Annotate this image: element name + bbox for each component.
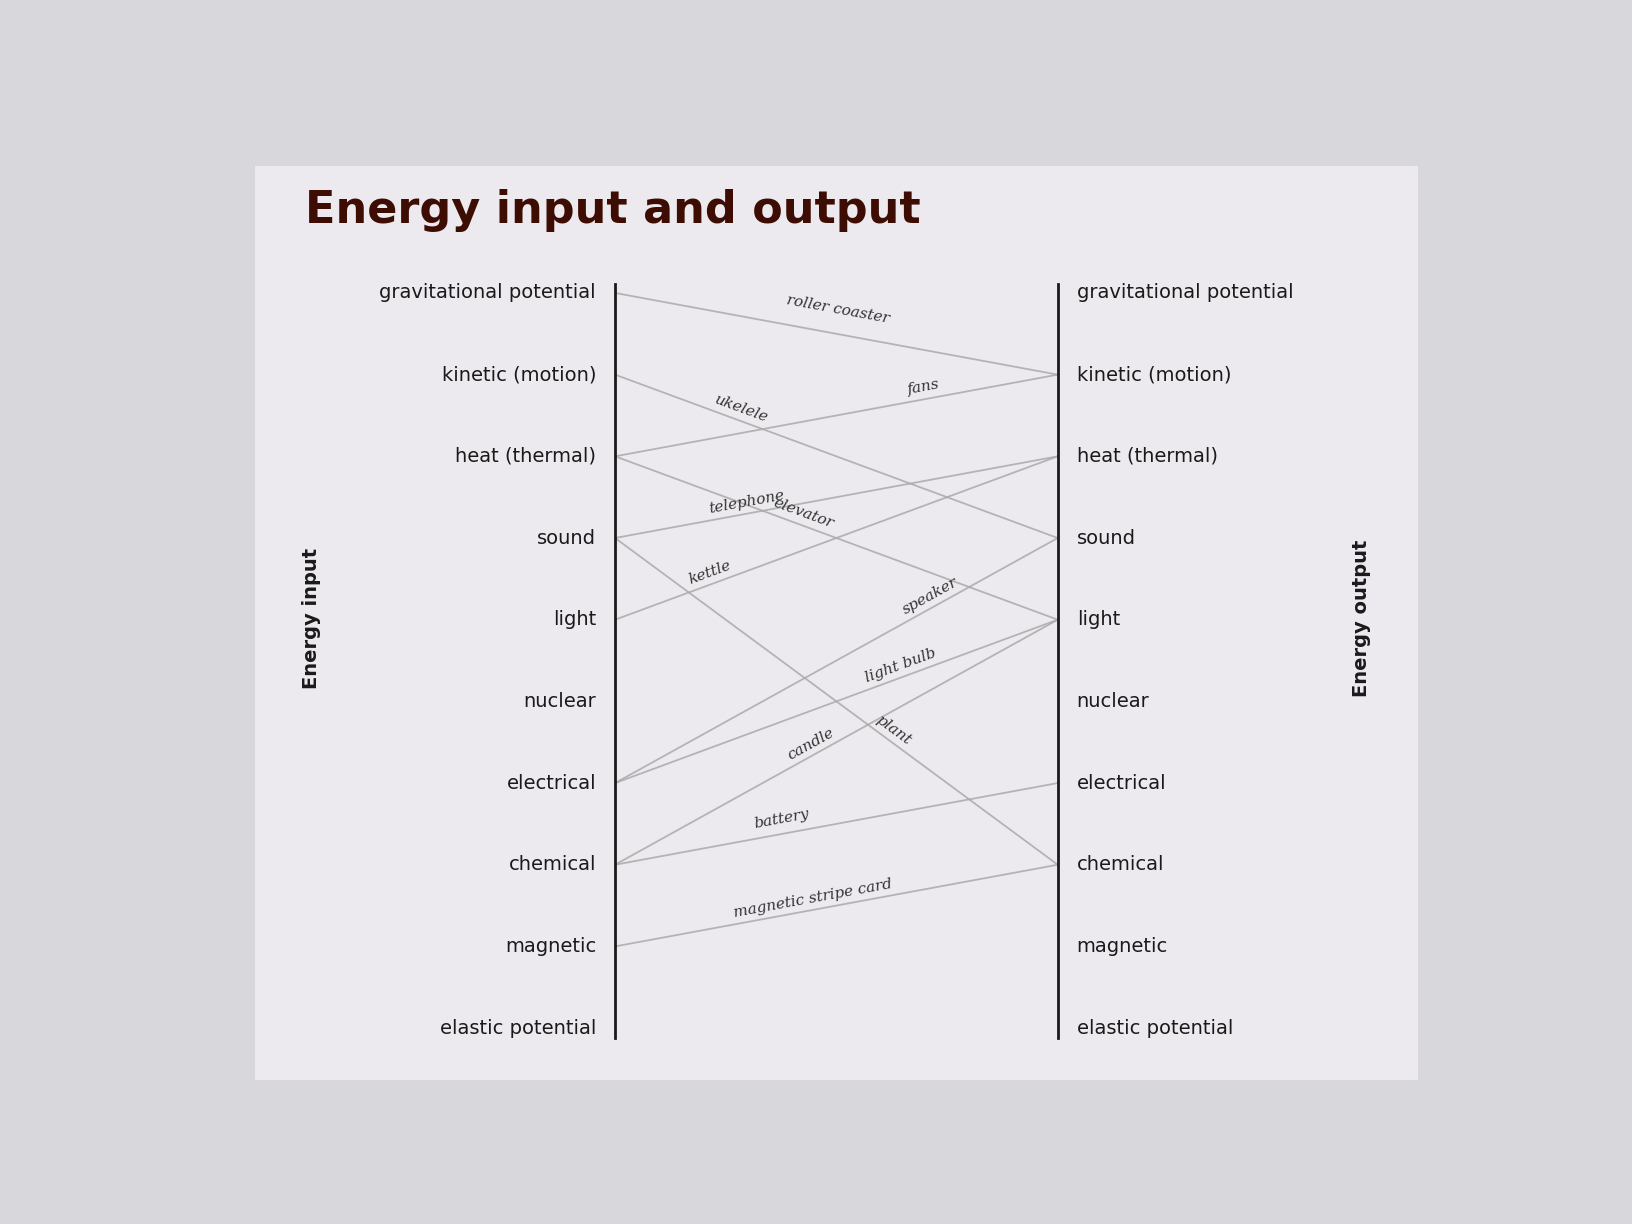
Text: magnetic: magnetic: [1077, 936, 1169, 956]
Text: light: light: [553, 611, 596, 629]
Text: sound: sound: [537, 529, 596, 547]
Text: ukelele: ukelele: [713, 393, 770, 426]
Text: elastic potential: elastic potential: [439, 1018, 596, 1038]
Text: electrical: electrical: [506, 774, 596, 793]
Text: magnetic stripe card: magnetic stripe card: [733, 876, 893, 919]
Text: light: light: [1077, 611, 1120, 629]
Text: battery: battery: [754, 808, 811, 831]
Text: Energy input: Energy input: [302, 547, 322, 689]
Text: electrical: electrical: [1077, 774, 1167, 793]
Text: Energy output: Energy output: [1351, 540, 1371, 696]
Text: kettle: kettle: [687, 558, 733, 586]
Text: fans: fans: [906, 378, 942, 398]
Text: heat (thermal): heat (thermal): [1077, 447, 1217, 466]
Text: kinetic (motion): kinetic (motion): [442, 365, 596, 384]
Text: telephone: telephone: [708, 488, 785, 515]
Text: speaker: speaker: [901, 575, 961, 617]
Text: light bulb: light bulb: [863, 646, 938, 685]
Text: gravitational potential: gravitational potential: [380, 284, 596, 302]
Text: nuclear: nuclear: [524, 692, 596, 711]
Text: gravitational potential: gravitational potential: [1077, 284, 1293, 302]
Text: chemical: chemical: [1077, 856, 1164, 874]
Text: chemical: chemical: [509, 856, 596, 874]
Text: magnetic: magnetic: [504, 936, 596, 956]
Text: elastic potential: elastic potential: [1077, 1018, 1234, 1038]
Text: candle: candle: [785, 725, 837, 763]
Text: roller coaster: roller coaster: [785, 294, 889, 327]
Text: Energy input and output: Energy input and output: [305, 190, 920, 233]
Text: nuclear: nuclear: [1077, 692, 1149, 711]
Text: kinetic (motion): kinetic (motion): [1077, 365, 1231, 384]
Text: elevator: elevator: [772, 496, 836, 531]
Text: plant: plant: [873, 712, 914, 748]
Text: sound: sound: [1077, 529, 1136, 547]
Text: heat (thermal): heat (thermal): [455, 447, 596, 466]
